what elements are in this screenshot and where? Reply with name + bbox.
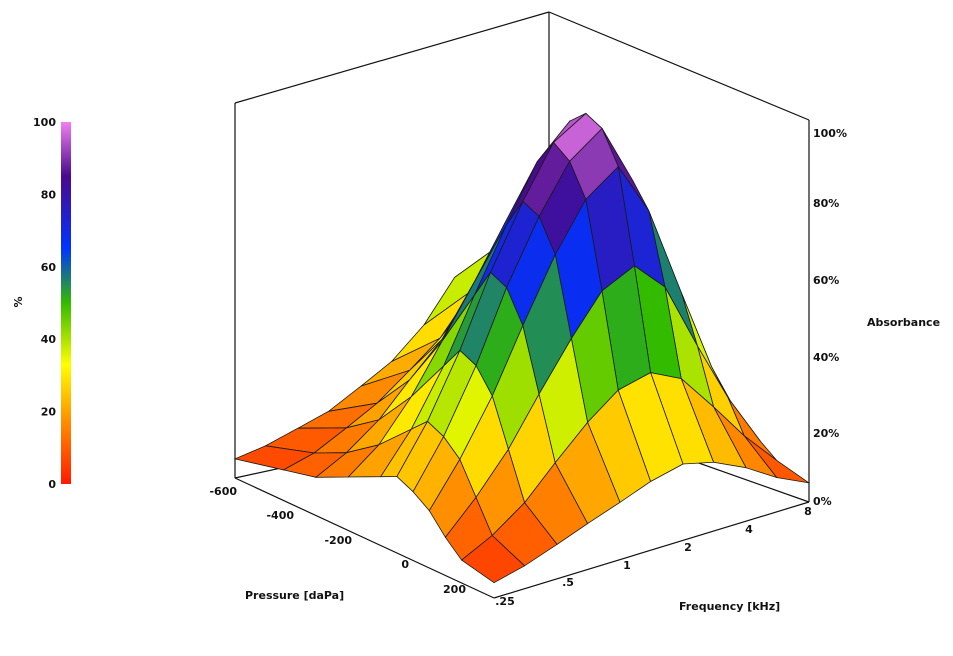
pressure-tick-label: -400 — [266, 509, 294, 522]
frequency-tick-label: 8 — [804, 505, 812, 518]
frequency-ticks: .25 .5 1 2 4 8 — [495, 505, 812, 608]
colorbar: 0 20 40 60 80 100 % — [12, 116, 71, 491]
absorbance-tick-label: 20% — [813, 427, 839, 440]
pressure-tick-label: -200 — [324, 534, 352, 547]
colorbar-tick-label: 80 — [41, 188, 57, 201]
colorbar-ticks: 0 20 40 60 80 100 — [33, 116, 56, 491]
absorbance-tick-label: 100% — [813, 127, 847, 140]
frequency-axis-label: Frequency [kHz] — [679, 600, 780, 613]
frequency-tick-label: .25 — [495, 595, 515, 608]
colorbar-tick-label: 100 — [33, 116, 56, 129]
frequency-tick-label: 2 — [684, 541, 692, 554]
colorbar-tick-label: 20 — [41, 406, 57, 419]
frequency-axis-line — [493, 501, 810, 599]
box-top-left-edge — [234, 11, 550, 104]
frequency-tick-label: 1 — [623, 559, 631, 572]
absorbance-tick-label: 0% — [813, 495, 832, 508]
pressure-ticks: -600 -400 -200 0 200 — [209, 485, 466, 596]
absorbance-surface — [233, 112, 810, 584]
pressure-axis-label: Pressure [daPa] — [245, 589, 344, 602]
absorbance-tick-label: 80% — [813, 197, 839, 210]
absorbance-tick-label: 60% — [813, 274, 839, 287]
pressure-tick-label: 0 — [401, 558, 409, 571]
absorbance-tick-label: 40% — [813, 351, 839, 364]
pressure-tick-label: -600 — [209, 485, 237, 498]
absorbance-axis-label: Absorbance — [867, 316, 940, 329]
surface-patch — [460, 534, 526, 584]
colorbar-gradient — [61, 122, 71, 484]
colorbar-tick-label: 0 — [48, 478, 56, 491]
absorbance-ticks: 0% 20% 40% 60% 80% 100% — [813, 127, 847, 508]
frequency-tick-label: .5 — [562, 576, 574, 589]
colorbar-label: % — [12, 296, 25, 307]
colorbar-tick-label: 40 — [41, 333, 57, 346]
colorbar-tick-label: 60 — [41, 261, 57, 274]
frequency-tick-label: 4 — [745, 523, 753, 536]
pressure-tick-label: 200 — [443, 583, 466, 596]
pressure-axis-line — [234, 477, 495, 599]
box-top-right-edge — [548, 11, 810, 121]
